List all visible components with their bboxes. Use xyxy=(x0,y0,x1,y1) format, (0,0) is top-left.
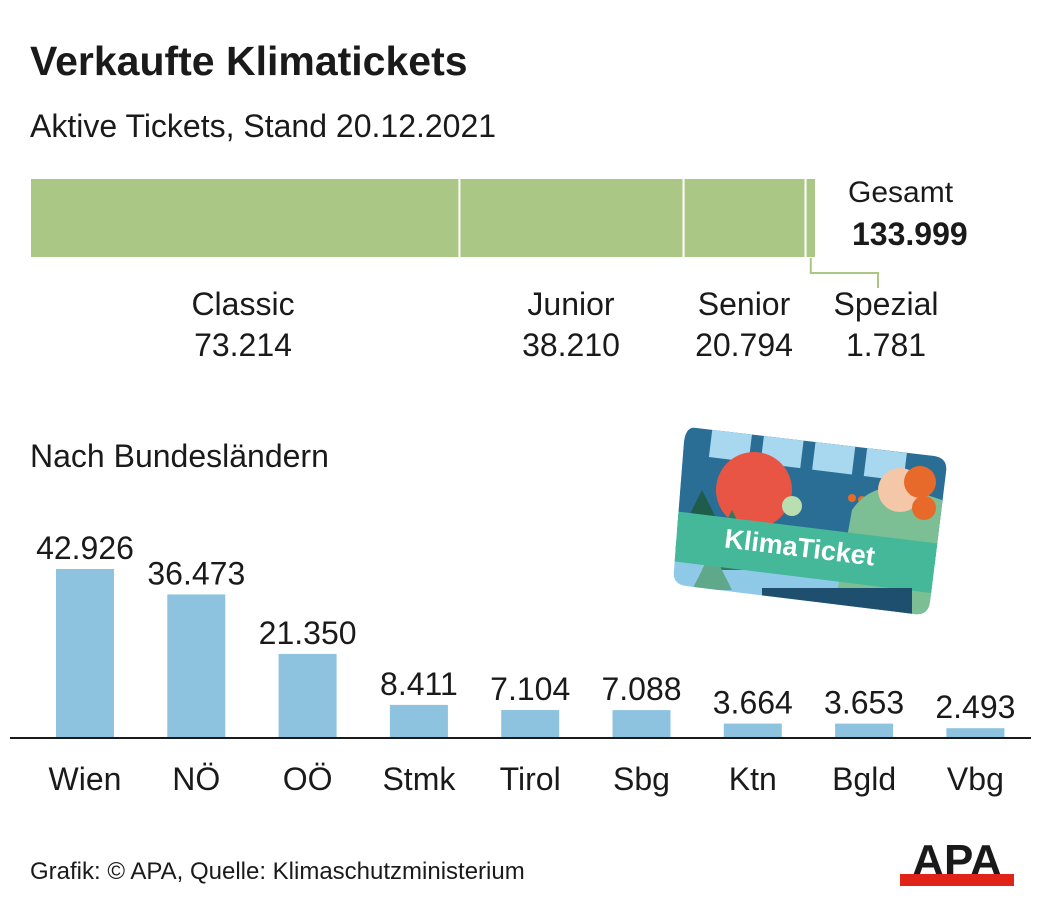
segment-name: Senior xyxy=(697,286,791,322)
bar-oö xyxy=(278,653,337,738)
chart-subtitle: Aktive Tickets, Stand 20.12.2021 xyxy=(30,108,497,144)
segment-label-junior: Junior 38.210 xyxy=(522,284,620,366)
bar-wien xyxy=(56,569,114,738)
state-bar-chart: 42.926 Wien 36.473 NÖ 21.350 OÖ 8.411 Stmk 7.104… xyxy=(10,530,1031,797)
segment-value: 38.210 xyxy=(522,327,620,363)
section-title: Nach Bundesländern xyxy=(30,438,329,474)
bar-category-label: Stmk xyxy=(382,761,456,797)
stack-segment-classic xyxy=(29,177,461,259)
bar-stmk xyxy=(389,704,448,738)
bar-value-label: 3.653 xyxy=(824,685,904,721)
bar-value-label: 2.493 xyxy=(935,689,1015,725)
bar-category-label: OÖ xyxy=(283,761,333,797)
bar-sbg xyxy=(612,710,671,738)
bar-bgld xyxy=(835,723,894,738)
segment-label-classic: Classic 73.214 xyxy=(191,284,294,366)
stacked-bar-chart xyxy=(29,177,879,288)
segment-value: 20.794 xyxy=(695,327,793,363)
bar-category-label: Sbg xyxy=(613,761,670,797)
bar-category-label: Bgld xyxy=(832,761,896,797)
bar-value-label: 36.473 xyxy=(147,555,245,591)
segment-value: 1.781 xyxy=(845,327,927,363)
segment-value: 73.214 xyxy=(194,327,292,363)
segment-label-senior: Senior 20.794 xyxy=(695,284,793,366)
bar-tirol xyxy=(501,710,560,738)
bar-nö xyxy=(167,594,226,738)
total-value: 133.999 xyxy=(852,216,968,252)
bar-category-label: Tirol xyxy=(500,761,561,797)
segment-name: Spezial xyxy=(833,286,939,322)
segment-name: Classic xyxy=(191,286,295,322)
apa-logo: APA xyxy=(900,838,1014,886)
bar-value-label: 7.104 xyxy=(490,671,570,707)
klimaticket-card-illustration: KlimaTicket xyxy=(673,427,947,615)
bar-category-label: Wien xyxy=(49,761,122,797)
total-label: Gesamt xyxy=(848,176,954,209)
chart-title: Verkaufte Klimatickets xyxy=(30,38,468,84)
bar-ktn xyxy=(723,723,782,738)
bar-value-label: 8.411 xyxy=(380,666,458,702)
spezial-connector xyxy=(809,258,879,288)
source-footer: Grafik: © APA, Quelle: Klimaschutzminist… xyxy=(30,858,525,885)
bar-value-label: 42.926 xyxy=(36,530,134,566)
bar-value-label: 21.350 xyxy=(259,615,357,651)
bar-category-label: Vbg xyxy=(947,761,1004,797)
bar-value-label: 3.664 xyxy=(713,685,793,721)
bar-category-label: NÖ xyxy=(172,761,220,797)
apa-logo-bar xyxy=(900,874,1014,886)
bar-value-label: 7.088 xyxy=(601,671,681,707)
bar-category-label: Ktn xyxy=(729,761,777,797)
segment-name: Junior xyxy=(527,286,615,322)
bar-vbg xyxy=(946,728,1005,738)
segment-label-spezial: Spezial 1.781 xyxy=(834,284,939,366)
